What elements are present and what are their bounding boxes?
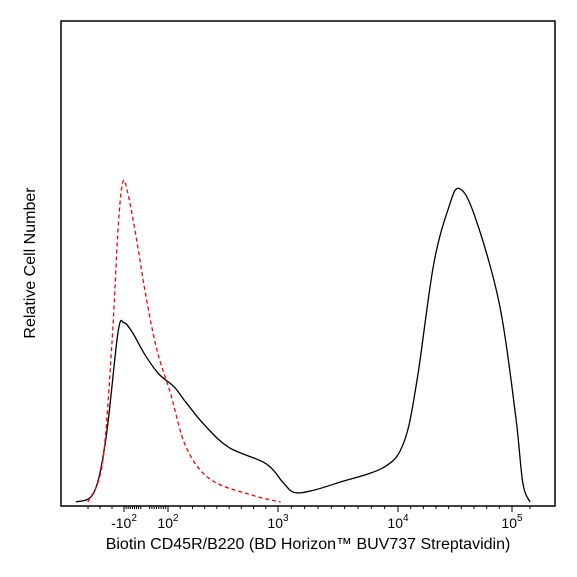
x-tick-label: 102 <box>157 513 179 531</box>
y-axis-label: Relative Cell Number <box>22 187 39 339</box>
x-tick-labels: -102 102 103 104 105 <box>111 513 523 531</box>
x-tick-label: 103 <box>267 513 289 531</box>
x-tick-label: 105 <box>501 513 523 531</box>
series-lines <box>75 179 531 503</box>
x-axis-ticks <box>87 506 531 512</box>
x-tick-label: -102 <box>111 513 137 531</box>
x-axis-label: Biotin CD45R/B220 (BD Horizon™ BUV737 St… <box>106 536 511 553</box>
series-line-1 <box>75 187 531 503</box>
series-line-2 <box>87 179 281 503</box>
x-tick-label: 104 <box>387 513 409 531</box>
plot-frame <box>60 20 556 507</box>
